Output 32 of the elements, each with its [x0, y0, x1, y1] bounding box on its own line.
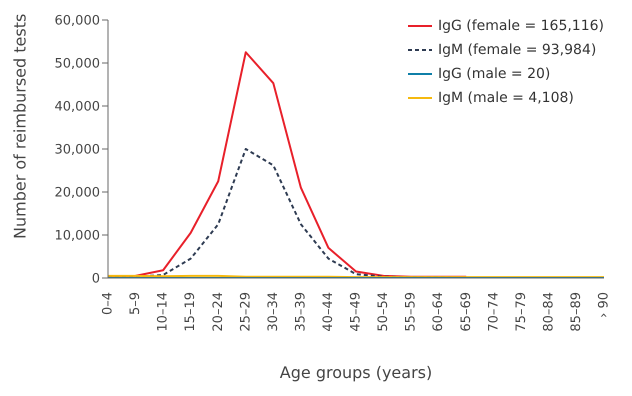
y-axis-title: Number of reimbursed tests — [10, 14, 30, 239]
y-tick-label: 20,000 — [54, 186, 100, 201]
y-tick-label: 0 — [92, 272, 100, 287]
x-tick-label: 70–74 — [486, 292, 502, 332]
x-tick-label: › 90 — [596, 292, 612, 318]
x-tick-label: 30–34 — [266, 292, 281, 332]
y-tick-label: 30,000 — [54, 142, 100, 158]
x-axis-title: Age groups (years) — [280, 363, 432, 382]
x-tick-label: 40–44 — [320, 292, 336, 332]
y-tick-label: 40,000 — [54, 100, 100, 115]
x-tick-label: 35–39 — [293, 292, 308, 332]
x-tick-label: 0–4 — [100, 292, 116, 316]
x-tick-label: 50–54 — [376, 292, 392, 332]
x-tick-label: 5–9 — [128, 292, 144, 316]
y-tick-label: 50,000 — [54, 56, 100, 72]
y-tick-label: 10,000 — [54, 228, 100, 244]
x-tick-label: 55–59 — [404, 292, 419, 332]
x-tick-label: 65–69 — [458, 292, 474, 332]
x-tick-label: 20–24 — [210, 292, 226, 332]
legend-label: IgM (female = 93,984) — [438, 42, 596, 58]
x-tick-label: 85–89 — [568, 292, 584, 332]
x-tick-label: 75–79 — [514, 292, 529, 332]
x-tick-label: 15–19 — [183, 292, 198, 332]
x-tick-label: 25–29 — [238, 292, 254, 332]
x-tick-label: 45–49 — [348, 292, 364, 332]
x-tick-label: 80–84 — [541, 292, 556, 332]
legend-label: IgG (female = 165,116) — [438, 18, 604, 34]
y-tick-label: 60,000 — [54, 14, 100, 29]
x-tick-label: 10–14 — [156, 292, 171, 332]
legend-label: IgM (male = 4,108) — [438, 90, 574, 106]
legend-label: IgG (male = 20) — [438, 66, 550, 82]
x-tick-label: 60–64 — [431, 292, 446, 332]
